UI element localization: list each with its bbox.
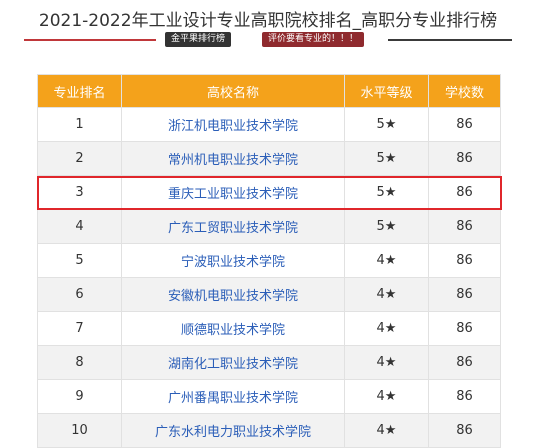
level-cell: 4★ <box>344 311 429 346</box>
count-cell: 86 <box>428 243 501 278</box>
rank-cell: 10 <box>37 413 122 448</box>
school-link[interactable]: 宁波职业技术学院 <box>121 243 345 278</box>
school-link[interactable]: 广州番禺职业技术学院 <box>121 379 345 414</box>
page-title: 2021-2022年工业设计专业高职院校排名_高职分专业排行榜 <box>38 11 498 31</box>
count-cell: 86 <box>428 277 501 312</box>
rank-cell: 4 <box>37 209 122 244</box>
school-link[interactable]: 常州机电职业技术学院 <box>121 141 345 176</box>
count-cell: 86 <box>428 345 501 380</box>
rank-cell: 1 <box>37 107 122 142</box>
table-row: 4 广东工贸职业技术学院 5★ 86 <box>37 209 501 244</box>
school-link[interactable]: 重庆工业职业技术学院 <box>121 175 345 210</box>
count-cell: 86 <box>428 379 501 414</box>
rank-cell: 2 <box>37 141 122 176</box>
level-cell: 4★ <box>344 277 429 312</box>
table-header-row: 专业排名 高校名称 水平等级 学校数 <box>37 74 501 108</box>
count-cell: 86 <box>428 311 501 346</box>
rank-cell: 8 <box>37 345 122 380</box>
notice-badge: 评价要看专业的！！！ <box>262 32 365 47</box>
count-cell: 86 <box>428 413 501 448</box>
level-cell: 4★ <box>344 413 429 448</box>
column-header-count: 学校数 <box>428 74 501 108</box>
school-link[interactable]: 浙江机电职业技术学院 <box>121 107 345 142</box>
table-row: 2 常州机电职业技术学院 5★ 86 <box>37 141 501 176</box>
table-row: 7 顺德职业技术学院 4★ 86 <box>37 311 501 346</box>
ranking-source-badge: 金平果排行榜 <box>165 32 232 47</box>
school-link[interactable]: 安徽机电职业技术学院 <box>121 277 345 312</box>
table-row: 6 安徽机电职业技术学院 4★ 86 <box>37 277 501 312</box>
ranking-table: 专业排名 高校名称 水平等级 学校数 1 浙江机电职业技术学院 5★ 86 2 … <box>37 74 501 448</box>
level-cell: 5★ <box>344 209 429 244</box>
school-link[interactable]: 广东水利电力职业技术学院 <box>121 413 345 448</box>
table-row-highlighted: 3 重庆工业职业技术学院 5★ 86 <box>37 175 501 210</box>
title-underline-right <box>388 39 512 41</box>
school-link[interactable]: 湖南化工职业技术学院 <box>121 345 345 380</box>
school-link[interactable]: 广东工贸职业技术学院 <box>121 209 345 244</box>
table-row: 1 浙江机电职业技术学院 5★ 86 <box>37 107 501 142</box>
level-cell: 4★ <box>344 379 429 414</box>
table-row: 10 广东水利电力职业技术学院 4★ 86 <box>37 413 501 448</box>
column-header-level: 水平等级 <box>344 74 429 108</box>
count-cell: 86 <box>428 107 501 142</box>
count-cell: 86 <box>428 209 501 244</box>
column-header-school: 高校名称 <box>121 74 345 108</box>
rank-cell: 9 <box>37 379 122 414</box>
table-row: 5 宁波职业技术学院 4★ 86 <box>37 243 501 278</box>
level-cell: 5★ <box>344 141 429 176</box>
column-header-rank: 专业排名 <box>37 74 122 108</box>
level-cell: 5★ <box>344 175 429 210</box>
level-cell: 5★ <box>344 107 429 142</box>
table-row: 8 湖南化工职业技术学院 4★ 86 <box>37 345 501 380</box>
rank-cell: 7 <box>37 311 122 346</box>
table-row: 9 广州番禺职业技术学院 4★ 86 <box>37 379 501 414</box>
title-underline-left <box>24 39 156 41</box>
rank-cell: 3 <box>37 175 122 210</box>
level-cell: 4★ <box>344 345 429 380</box>
rank-cell: 6 <box>37 277 122 312</box>
count-cell: 86 <box>428 175 501 210</box>
level-cell: 4★ <box>344 243 429 278</box>
rank-cell: 5 <box>37 243 122 278</box>
school-link[interactable]: 顺德职业技术学院 <box>121 311 345 346</box>
count-cell: 86 <box>428 141 501 176</box>
